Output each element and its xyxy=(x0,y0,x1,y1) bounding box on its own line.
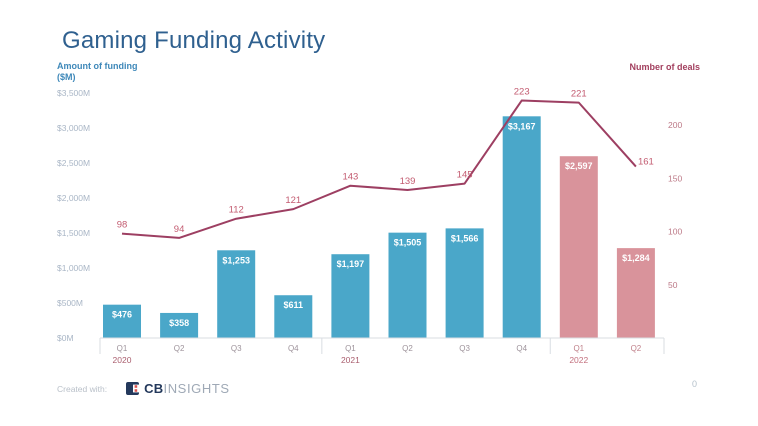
left-axis-tick-2500: $2,500M xyxy=(57,158,90,168)
deals-label-4: 143 xyxy=(342,172,358,183)
footer: Created with: CB INSIGHTS xyxy=(57,381,230,396)
funding-bar-4 xyxy=(331,254,370,338)
deals-label-2: 112 xyxy=(229,205,244,216)
chart-title: Gaming Funding Activity xyxy=(62,27,326,54)
x-tick-quarter-9: Q2 xyxy=(631,344,642,353)
funding-bar-9 xyxy=(616,248,655,338)
funding-bar-1 xyxy=(160,312,199,338)
x-tick-quarter-5: Q2 xyxy=(402,344,413,353)
funding-bar-3 xyxy=(274,295,313,338)
funding-bar-label-2: $1,253 xyxy=(222,255,250,265)
left-axis-tick-1500: $1,500M xyxy=(57,228,90,238)
funding-bar-7 xyxy=(502,116,541,338)
right-axis-tick-50: 50 xyxy=(668,280,678,290)
deals-label-0: 98 xyxy=(117,220,128,231)
right-axis-tick-200: 200 xyxy=(668,120,682,130)
funding-bar-5 xyxy=(388,232,427,338)
left-axis-tick-0: $0M xyxy=(57,333,74,343)
left-axis-tick-3000: $3,000M xyxy=(57,123,90,133)
funding-bar-label-3: $611 xyxy=(284,300,304,310)
funding-bar-label-7: $3,167 xyxy=(508,121,536,131)
cbinsights-logo-icon xyxy=(126,382,140,395)
cbinsights-logo: CB INSIGHTS xyxy=(126,381,230,396)
funding-bar-label-4: $1,197 xyxy=(337,259,365,269)
x-tick-quarter-6: Q3 xyxy=(459,344,470,353)
funding-bar-label-8: $2,597 xyxy=(565,161,593,171)
deals-label-5: 139 xyxy=(400,176,416,187)
deals-label-7: 223 xyxy=(514,87,530,98)
left-axis-title: Amount of funding ($M) xyxy=(57,61,137,83)
funding-bar-label-9: $1,284 xyxy=(622,253,650,263)
x-tick-year-2022: 2022 xyxy=(569,355,588,365)
x-tick-year-2020: 2020 xyxy=(113,355,132,365)
deals-label-8: 221 xyxy=(571,89,587,100)
funding-bar-0 xyxy=(103,304,141,338)
funding-bar-8 xyxy=(559,156,598,338)
funding-bar-label-0: $476 xyxy=(112,310,132,320)
x-tick-quarter-3: Q4 xyxy=(288,344,299,353)
left-axis-tick-500: $500M xyxy=(57,298,83,308)
left-axis-title-line1: Amount of funding xyxy=(57,61,138,71)
x-tick-quarter-7: Q4 xyxy=(516,344,527,353)
left-axis-tick-1000: $1,000M xyxy=(57,263,90,273)
left-axis-tick-2000: $2,000M xyxy=(57,193,90,203)
x-tick-quarter-0: Q1 xyxy=(117,344,128,353)
left-axis-title-line2: ($M) xyxy=(57,72,76,82)
x-tick-quarter-1: Q2 xyxy=(174,344,185,353)
page-number: 0 xyxy=(692,379,698,389)
deals-line xyxy=(121,99,637,239)
funding-bar-label-5: $1,505 xyxy=(394,238,422,248)
funding-bar-label-1: $358 xyxy=(169,318,189,328)
x-tick-quarter-8: Q1 xyxy=(573,344,584,353)
deals-label-9: 161 xyxy=(638,157,654,168)
x-tick-year-2021: 2021 xyxy=(341,355,360,365)
right-axis-title: Number of deals xyxy=(629,62,700,72)
x-tick-quarter-4: Q1 xyxy=(345,344,356,353)
funding-bar-6 xyxy=(445,228,484,338)
deals-label-6: 145 xyxy=(457,170,473,181)
right-axis-tick-150: 150 xyxy=(668,173,682,183)
x-tick-quarter-2: Q3 xyxy=(231,344,242,353)
funding-bar-label-6: $1,566 xyxy=(451,233,479,243)
logo-text-cb: CB xyxy=(144,381,164,396)
deals-label-1: 94 xyxy=(174,224,185,235)
funding-bar-2 xyxy=(217,250,256,338)
left-axis-tick-3500: $3,500M xyxy=(57,88,90,98)
created-with-label: Created with: xyxy=(57,383,108,394)
deals-label-3: 121 xyxy=(285,195,301,206)
right-axis-tick-100: 100 xyxy=(668,227,682,237)
logo-text-insights: INSIGHTS xyxy=(163,381,230,396)
